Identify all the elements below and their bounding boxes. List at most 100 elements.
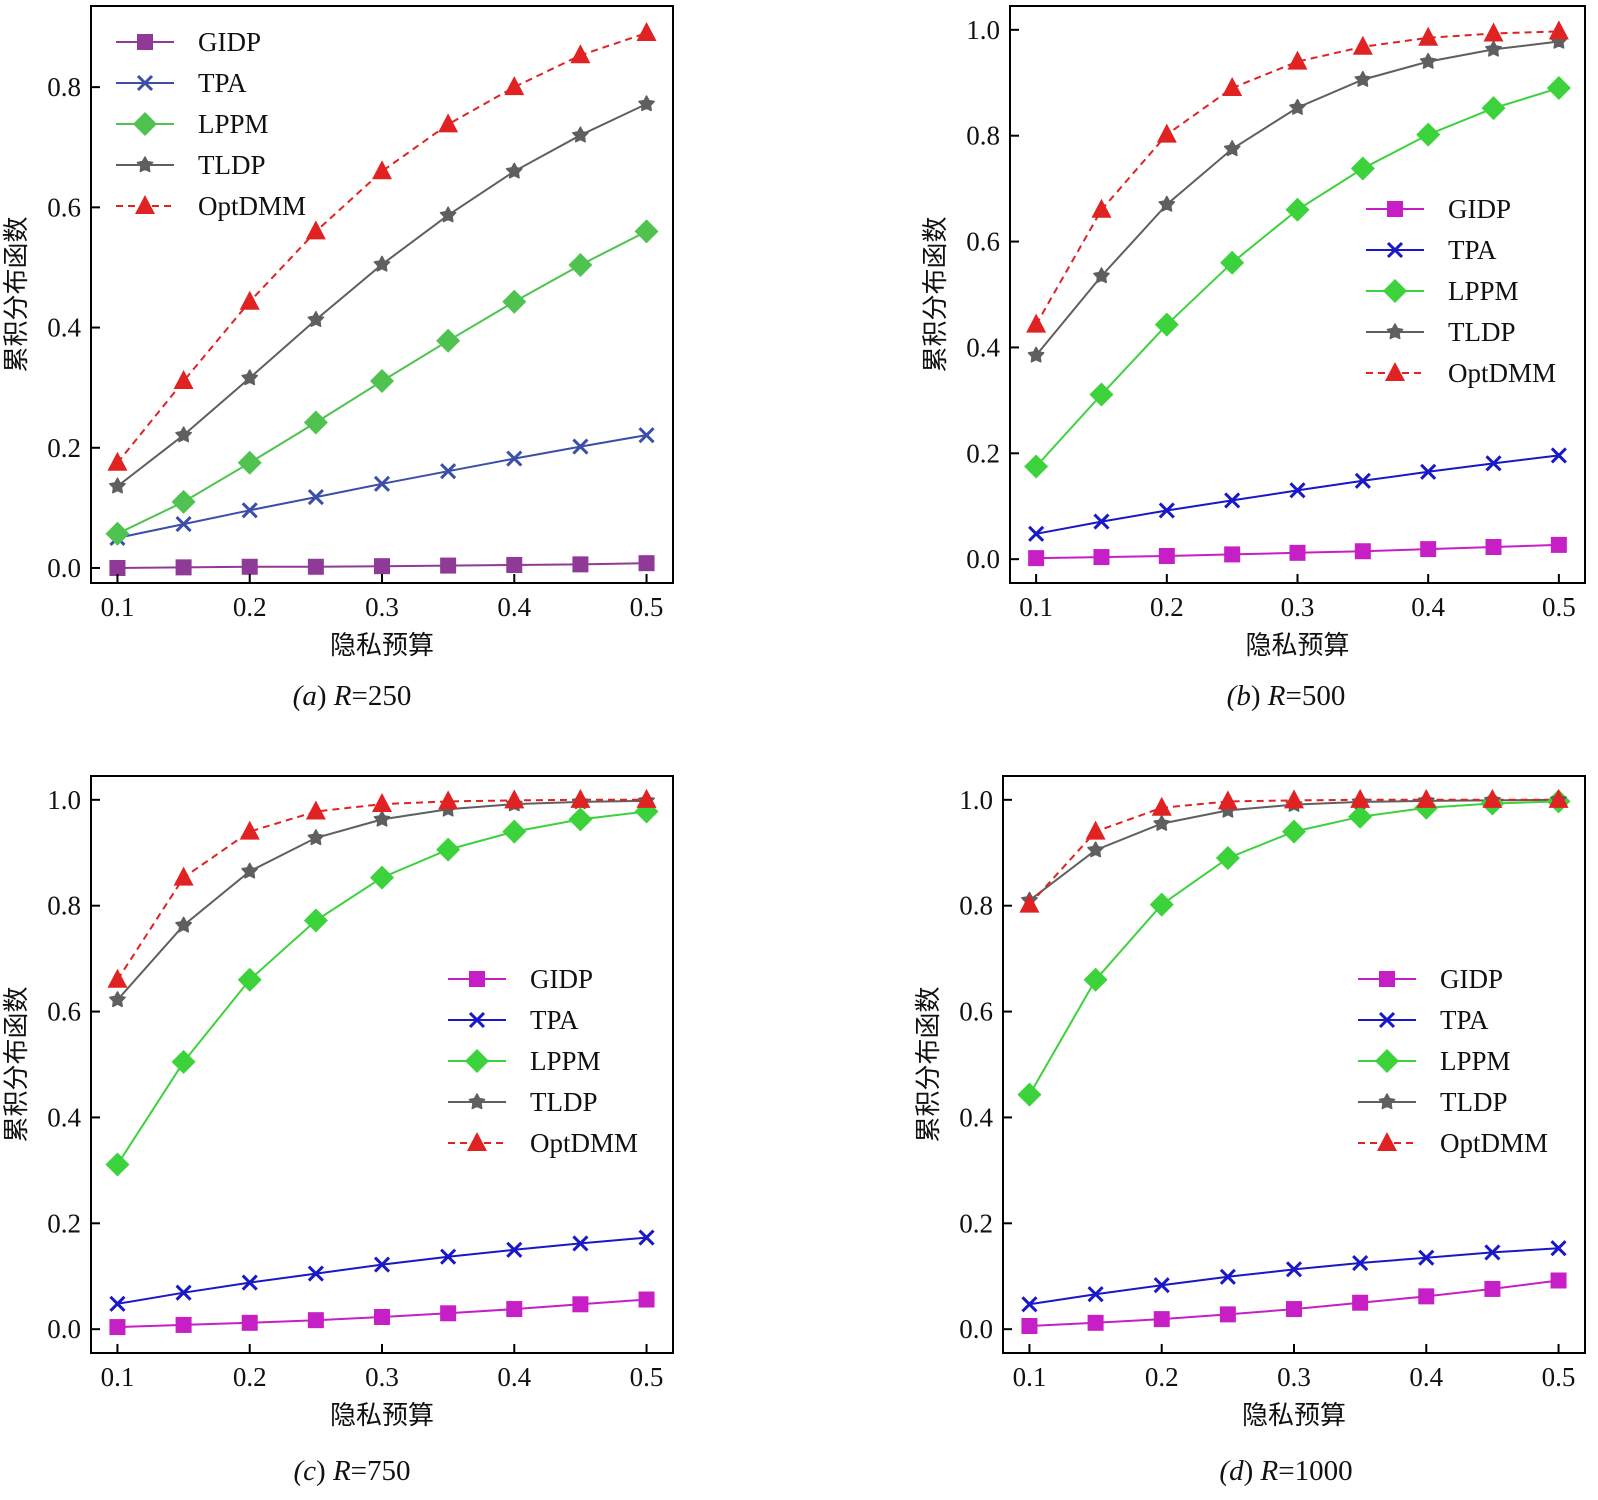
data-point-lppm xyxy=(1215,846,1240,871)
data-point-tldp xyxy=(175,916,192,933)
y-tick-label: 0.4 xyxy=(966,332,1000,362)
data-point-gidp xyxy=(440,1305,457,1322)
data-point-gidp xyxy=(374,558,390,575)
data-point-gidp xyxy=(1485,539,1502,556)
data-point-lppm xyxy=(105,521,130,546)
x-tick-label: 0.4 xyxy=(1411,592,1445,622)
data-point-tldp xyxy=(175,426,192,443)
data-point-tldp xyxy=(241,369,259,386)
legend-label-lppm: LPPM xyxy=(1448,276,1519,306)
data-point-tldp xyxy=(1027,346,1045,363)
x-tick-label: 0.3 xyxy=(1281,592,1315,622)
data-point-tpa xyxy=(373,475,391,492)
data-point-optdmm xyxy=(1026,313,1047,333)
data-point-tpa xyxy=(1021,1296,1038,1313)
chart-panel-2: 0.1 0.2 0.3 0.4 0.5 0.0 0.2 0.4 0.6 0.8 1.0 隐私预算 累积分… xyxy=(921,5,1586,712)
legend-label-tldp: TLDP xyxy=(198,150,266,180)
data-point-tpa xyxy=(1087,1286,1104,1303)
legend-label-tldp: TLDP xyxy=(1440,1087,1508,1117)
y-tick-label: 0.4 xyxy=(47,1102,81,1132)
legend-marker-lppm xyxy=(133,112,157,136)
data-point-optdmm xyxy=(1418,26,1439,46)
data-point-tldp xyxy=(1419,52,1437,69)
data-point-tpa xyxy=(1550,447,1567,464)
data-point-tpa xyxy=(638,427,655,444)
data-point-gidp xyxy=(1219,1306,1236,1323)
legend-marker-tpa xyxy=(136,74,154,92)
x-axis-label: 隐私预算 xyxy=(1245,631,1349,661)
data-point-lppm xyxy=(1481,96,1506,121)
series-line-optdmm xyxy=(1028,798,1559,906)
data-point-optdmm xyxy=(1548,788,1569,808)
data-point-lppm xyxy=(1348,804,1373,829)
data-point-lppm xyxy=(1089,382,1114,407)
chart-panel-4: 0.1 0.2 0.3 0.4 0.5 0.0 0.2 0.4 0.6 0.8 1.0 隐私预算 累积分… xyxy=(914,775,1586,1487)
data-point-lppm xyxy=(1024,454,1049,479)
y-tick-label: 0.4 xyxy=(47,313,81,343)
data-point-gidp xyxy=(1093,549,1110,566)
data-point-gidp xyxy=(638,1291,655,1308)
data-point-gidp xyxy=(572,1296,589,1313)
legend-marker-tpa xyxy=(1386,241,1404,259)
data-point-tpa xyxy=(241,502,258,519)
data-point-lppm xyxy=(634,219,659,244)
x-tick-label: 0.3 xyxy=(365,1362,399,1392)
data-point-tpa xyxy=(1354,472,1371,489)
x-tick-label: 0.2 xyxy=(1150,592,1184,622)
data-point-gidp xyxy=(1550,1272,1567,1289)
data-point-tpa xyxy=(1418,1249,1435,1266)
legend-marker-tpa xyxy=(1378,1011,1396,1029)
data-point-optdmm xyxy=(305,220,326,240)
data-point-optdmm xyxy=(636,22,657,42)
data-point-gidp xyxy=(1158,548,1175,565)
data-point-tpa xyxy=(373,1256,391,1273)
legend-marker-gidp xyxy=(469,971,485,987)
data-point-tldp xyxy=(109,477,126,494)
legend-marker-gidp xyxy=(1379,971,1395,987)
x-tick-label: 0.3 xyxy=(1277,1362,1311,1392)
legend-label-gidp: GIDP xyxy=(1448,194,1511,224)
data-point-tpa xyxy=(1219,1268,1236,1285)
legend: GIDP TPA LPPM TLDP OptDMM xyxy=(1358,964,1548,1158)
panel-caption: (b) R=500 xyxy=(1227,680,1346,712)
data-point-gidp xyxy=(374,1309,390,1326)
data-point-tpa xyxy=(572,1235,589,1252)
x-tick-label: 0.5 xyxy=(1542,592,1576,622)
data-point-lppm xyxy=(370,369,394,394)
data-point-lppm xyxy=(303,908,328,933)
legend: GIDP TPA LPPM TLDP OptDMM xyxy=(1366,194,1556,388)
data-point-tpa xyxy=(1550,1240,1567,1257)
series-line-tpa xyxy=(117,1236,647,1305)
data-point-tpa xyxy=(572,438,589,455)
data-point-tpa xyxy=(109,1295,126,1312)
data-point-optdmm xyxy=(570,788,591,808)
legend-label-lppm: LPPM xyxy=(198,109,269,139)
data-point-gidp xyxy=(1484,1280,1501,1297)
data-point-optdmm xyxy=(173,370,194,390)
x-tick-label: 0.4 xyxy=(497,592,531,622)
legend-label-tpa: TPA xyxy=(198,68,247,98)
data-point-gidp xyxy=(1418,1288,1435,1305)
data-point-lppm xyxy=(1154,312,1179,337)
data-point-tpa xyxy=(1028,525,1045,542)
legend-marker-gidp xyxy=(137,34,153,50)
y-tick-label: 0.0 xyxy=(959,1314,993,1344)
data-point-lppm xyxy=(568,253,593,278)
data-point-tldp xyxy=(1354,70,1372,87)
data-point-tldp xyxy=(439,206,457,223)
data-point-tpa xyxy=(506,450,523,467)
legend-label-optdmm: OptDMM xyxy=(1440,1128,1548,1158)
y-tick-label: 0.0 xyxy=(47,553,81,583)
y-tick-label: 0.8 xyxy=(47,72,81,102)
x-tick-label: 0.1 xyxy=(1013,1362,1047,1392)
data-point-gidp xyxy=(1224,546,1241,563)
data-point-tldp xyxy=(1158,195,1176,212)
data-point-tldp xyxy=(1087,841,1104,858)
y-tick-label: 0.4 xyxy=(959,1102,993,1132)
data-point-gidp xyxy=(1286,1301,1302,1318)
data-point-tldp xyxy=(373,810,391,827)
legend-marker-optdmm xyxy=(467,1132,487,1151)
legend: GIDP TPA LPPM TLDP OptDMM xyxy=(448,964,638,1158)
data-point-gidp xyxy=(440,557,457,574)
